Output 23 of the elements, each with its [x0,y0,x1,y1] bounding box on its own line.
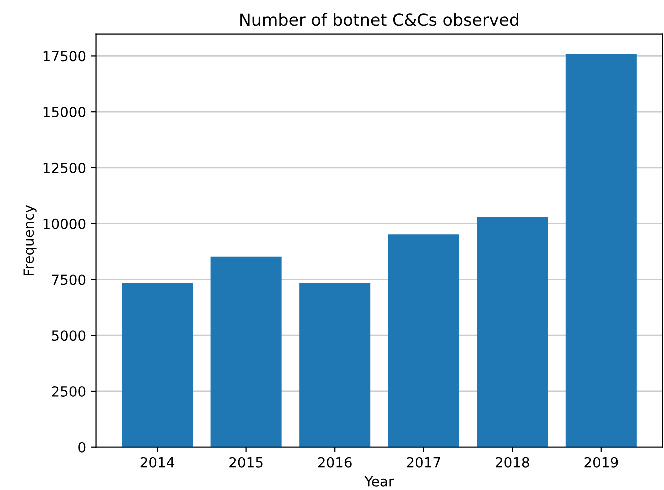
y-tick-label: 17500 [44,51,86,62]
x-tick-label: 2015 [230,457,263,468]
bar [300,284,371,448]
x-tick-label: 2018 [496,457,530,468]
x-tick-label: 2017 [407,457,440,468]
bar [477,217,548,448]
x-tick-label: 2014 [140,457,174,468]
bar [122,284,194,448]
chart-title: Number of botnet C&Cs observed [240,13,518,26]
y-tick-label: 10000 [44,218,86,230]
y-tick-label: 0 [78,442,86,453]
y-tick-label: 15000 [44,107,86,118]
y-tick-label: 7500 [52,274,86,286]
y-tick-label: 5000 [52,330,86,342]
bar [566,54,637,448]
y-axis-title: Frequency [24,205,37,276]
y-tick-label: 12500 [44,162,86,174]
x-tick-label: 2016 [318,457,352,468]
x-axis-title: Year [364,476,394,487]
y-tick-label: 2500 [52,386,86,397]
bar [388,234,460,448]
x-tick-label: 2019 [584,457,618,468]
bar [210,256,282,448]
